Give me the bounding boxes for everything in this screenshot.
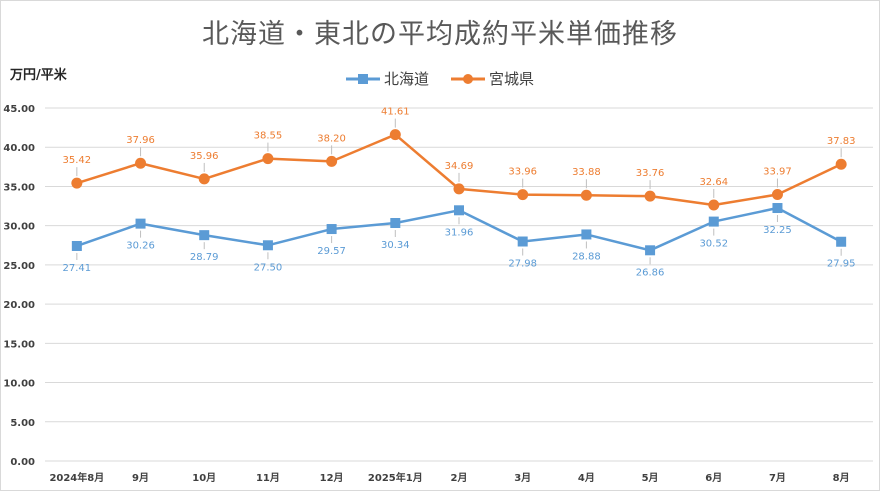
data-point-square	[836, 236, 847, 247]
data-label: 37.96	[126, 135, 155, 146]
y-tick-label: 45.00	[3, 104, 35, 115]
data-label: 27.50	[254, 262, 283, 273]
y-tick-label: 10.00	[3, 379, 35, 390]
data-label: 34.69	[445, 161, 474, 172]
data-point-circle	[262, 153, 274, 165]
data-label: 38.55	[254, 131, 283, 142]
data-label: 30.26	[126, 241, 155, 252]
x-tick-label: 3月	[514, 472, 531, 484]
data-label: 26.86	[636, 267, 665, 278]
data-label: 28.79	[190, 252, 219, 263]
legend-marker-square-icon	[345, 73, 380, 84]
legend-label-miyagi: 宮城県	[489, 70, 535, 88]
data-point-circle	[389, 129, 401, 141]
y-tick-label: 0.00	[10, 457, 35, 468]
data-point-square	[454, 205, 464, 216]
data-label: 27.95	[827, 259, 856, 270]
data-point-circle	[644, 190, 656, 202]
y-axis-unit-label: 万円/平米	[10, 68, 67, 83]
legend: 北海道 宮城県	[0, 68, 880, 89]
data-point-circle	[835, 158, 847, 170]
data-label: 33.96	[508, 167, 537, 178]
data-point-circle	[517, 189, 529, 201]
data-label: 32.25	[763, 225, 792, 236]
data-label: 35.96	[190, 151, 219, 162]
x-tick-label: 7月	[769, 472, 786, 484]
data-label: 27.98	[508, 259, 537, 270]
data-point-square	[708, 216, 719, 227]
data-point-square	[199, 230, 210, 241]
data-label: 31.96	[445, 227, 474, 238]
data-point-circle	[708, 199, 720, 211]
data-point-circle	[580, 189, 592, 201]
data-label: 41.61	[381, 107, 410, 118]
y-tick-label: 20.00	[3, 300, 35, 311]
x-tick-label: 2月	[451, 472, 468, 484]
y-tick-label: 40.00	[3, 143, 35, 154]
data-point-square	[135, 218, 146, 229]
y-tick-label: 15.00	[3, 339, 35, 350]
x-tick-label: 6月	[705, 472, 722, 484]
x-tick-label: 11月	[256, 472, 280, 484]
data-point-circle	[326, 155, 338, 167]
data-label: 33.88	[572, 167, 601, 178]
data-point-square	[645, 245, 656, 256]
y-tick-label: 30.00	[3, 222, 35, 233]
x-tick-label: 5月	[642, 472, 659, 484]
data-point-square	[71, 240, 82, 251]
data-point-square	[517, 236, 528, 247]
x-tick-label: 12月	[320, 472, 344, 484]
legend-item-hokkaido: 北海道	[345, 68, 429, 89]
x-tick-label: 4月	[578, 472, 595, 484]
y-tick-label: 25.00	[3, 261, 35, 272]
data-point-square	[581, 229, 592, 240]
y-tick-label: 5.00	[10, 418, 35, 429]
data-point-square	[772, 203, 783, 214]
data-label: 27.41	[63, 263, 92, 274]
data-label: 38.20	[317, 133, 346, 144]
data-label: 35.42	[63, 155, 92, 166]
data-point-circle	[198, 173, 210, 185]
legend-marker-circle-icon	[451, 73, 485, 84]
x-tick-label: 9月	[132, 472, 149, 484]
y-tick-label: 35.00	[3, 182, 35, 193]
x-tick-label: 10月	[192, 472, 216, 484]
chart-title: 北海道・東北の平均成約平米単価推移	[202, 19, 678, 50]
data-label: 28.88	[572, 251, 601, 262]
legend-label-hokkaido: 北海道	[383, 70, 429, 88]
data-point-circle	[71, 177, 83, 189]
data-label: 29.57	[317, 246, 346, 257]
x-tick-label: 8月	[833, 472, 850, 484]
x-tick-label: 2025年1月	[368, 471, 423, 484]
data-label: 33.97	[763, 167, 792, 178]
data-point-circle	[771, 189, 783, 201]
data-label: 32.64	[699, 177, 728, 188]
data-point-circle	[135, 157, 147, 169]
data-point-square	[390, 217, 401, 228]
data-point-circle	[453, 183, 465, 195]
x-tick-label: 2024年8月	[49, 471, 104, 484]
data-label: 33.76	[636, 168, 665, 179]
data-point-square	[326, 224, 337, 235]
data-label: 30.52	[699, 239, 728, 250]
data-label: 30.34	[381, 240, 410, 251]
data-label: 37.83	[827, 136, 856, 147]
data-point-square	[262, 240, 273, 251]
legend-item-miyagi: 宮城県	[451, 68, 534, 89]
